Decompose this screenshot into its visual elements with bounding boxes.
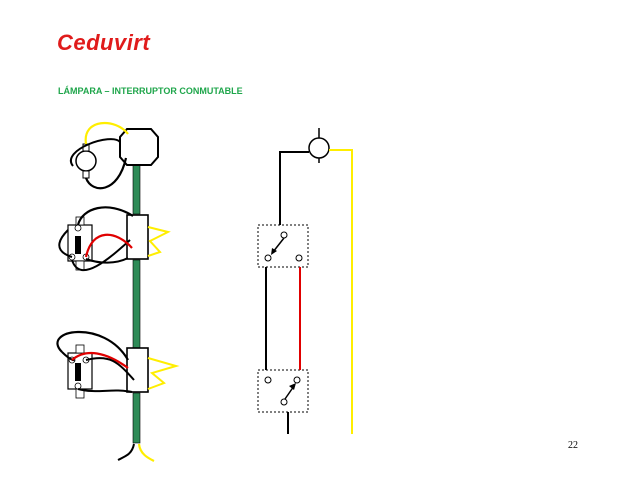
wire-black: [85, 257, 129, 264]
wire-yellow: [84, 121, 129, 145]
wire-black: [84, 157, 128, 190]
wire-black: [117, 443, 135, 461]
wire-black: [71, 239, 131, 272]
page-number: 22: [568, 440, 578, 451]
wire-yellow: [147, 357, 180, 390]
wire-black: [69, 138, 121, 167]
wire-black: [58, 229, 73, 258]
page-title: LÁMPARA – INTERRUPTOR CONMUTABLE: [58, 86, 243, 96]
wire-black: [77, 388, 133, 393]
wire-black: [56, 330, 129, 361]
wire-red: [71, 352, 129, 369]
conduit-segment: [132, 163, 141, 215]
wire-yellow: [329, 149, 353, 434]
wire-yellow: [137, 443, 155, 462]
pictorial-wiring: [56, 121, 180, 462]
switch-box-2: [126, 347, 149, 393]
conduit-segment: [132, 392, 141, 444]
conduit-segment: [132, 259, 141, 349]
wire-red: [84, 233, 133, 258]
schematic-diagram: [257, 128, 353, 434]
switch-box-1: [126, 214, 149, 260]
lamp-symbol: [308, 128, 330, 163]
brand-logo: Ceduvirt: [57, 30, 151, 55]
switch-device-1: [67, 216, 93, 271]
wire-black: [85, 357, 135, 381]
wire-black: [76, 206, 134, 226]
three-way-switch-1: [257, 224, 309, 268]
three-way-switch-2: [257, 369, 309, 413]
wire-yellow: [147, 226, 171, 257]
wire-black: [279, 151, 309, 225]
ceiling-junction-box: [119, 128, 159, 166]
